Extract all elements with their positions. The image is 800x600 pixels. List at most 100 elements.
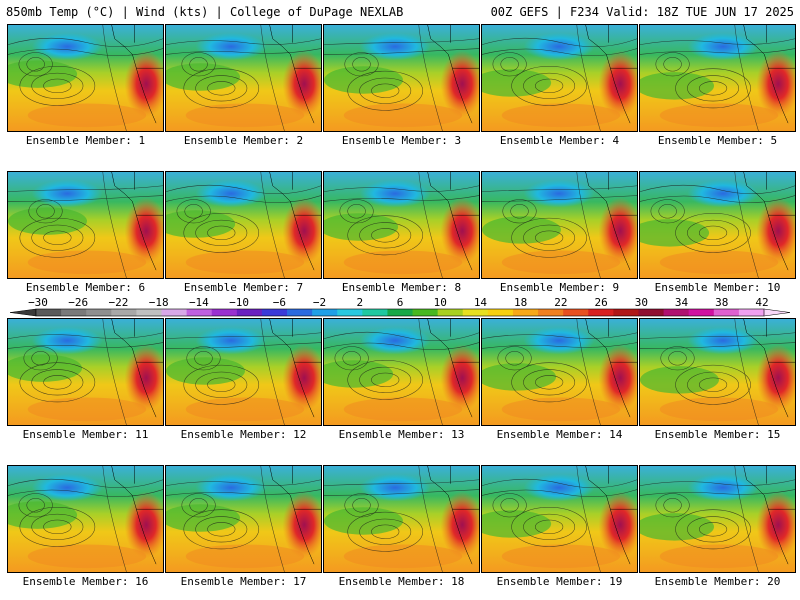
- ensemble-member-map: [639, 24, 796, 132]
- ensemble-member-map: [639, 171, 796, 279]
- ensemble-member-map: [7, 465, 164, 573]
- map-render: [482, 319, 637, 425]
- ensemble-member-map: [323, 171, 480, 279]
- colorbar-swatch: [362, 309, 388, 316]
- colorbar-tick-label: −26: [68, 297, 88, 309]
- colorbar-swatch: [563, 309, 589, 316]
- colorbar-swatch: [211, 309, 238, 316]
- map-render: [324, 319, 479, 425]
- colorbar-swatch: [236, 309, 263, 316]
- colorbar-tick-label: −18: [149, 297, 169, 309]
- ensemble-member-label: Ensemble Member: 12: [180, 428, 307, 441]
- valid-time-title: 00Z GEFS | F234 Valid: 18Z TUE JUN 17 20…: [490, 5, 794, 19]
- temperature-colorbar: −30 −26 −22 −18 −14 −10 −6 −2 2 6 10 14 18 22 26 30 34 38…: [0, 297, 800, 319]
- colorbar-tick-label: 30: [635, 297, 648, 309]
- map-render: [482, 25, 637, 131]
- colorbar-swatch: [186, 309, 213, 316]
- ensemble-member-label: Ensemble Member: 4: [499, 134, 620, 147]
- colorbar-tick-label: −6: [273, 297, 286, 309]
- colorbar-swatch: [36, 309, 62, 316]
- ensemble-member-label: Ensemble Member: 9: [499, 281, 620, 294]
- ensemble-member-map: [7, 318, 164, 426]
- ensemble-member-label: Ensemble Member: 3: [341, 134, 462, 147]
- colorbar-graphic: −30 −26 −22 −18 −14 −10 −6 −2 2 6 10 14 18 22 26 30 34 38…: [9, 297, 791, 317]
- colorbar-swatch: [312, 309, 338, 316]
- colorbar-swatch: [613, 309, 639, 316]
- ensemble-member-map: [323, 24, 480, 132]
- ensemble-member-label: Ensemble Member: 16: [22, 575, 149, 588]
- ensemble-member-label: Ensemble Member: 1: [25, 134, 146, 147]
- map-render: [640, 466, 795, 572]
- ensemble-member-map: [481, 465, 638, 573]
- colorbar-frame: [35, 308, 765, 317]
- ensemble-member-label: Ensemble Member: 17: [180, 575, 307, 588]
- colorbar-min-arrow: [9, 308, 37, 317]
- colorbar-tick-label: −14: [189, 297, 209, 309]
- colorbar-tick-label: 26: [594, 297, 607, 309]
- colorbar-tick-label: −22: [109, 297, 129, 309]
- colorbar-swatch: [663, 309, 690, 316]
- colorbar-tick-label: −30: [28, 297, 48, 309]
- colorbar-swatch: [437, 309, 464, 316]
- ensemble-member-map: [639, 318, 796, 426]
- map-render: [482, 466, 637, 572]
- colorbar-tick-label: 34: [675, 297, 689, 309]
- map-render: [166, 25, 321, 131]
- ensemble-member-map: [165, 318, 322, 426]
- colorbar-swatch: [487, 309, 514, 316]
- ensemble-member-label: Ensemble Member: 20: [654, 575, 781, 588]
- map-render: [166, 466, 321, 572]
- map-render: [482, 172, 637, 278]
- colorbar-swatch: [512, 309, 539, 316]
- colorbar-swatch: [538, 309, 564, 316]
- map-render: [166, 172, 321, 278]
- ensemble-member-label: Ensemble Member: 15: [654, 428, 781, 441]
- colorbar-swatch: [638, 309, 665, 316]
- ensemble-member-label: Ensemble Member: 7: [183, 281, 304, 294]
- ensemble-member-map: [165, 171, 322, 279]
- colorbar-swatch: [337, 309, 363, 316]
- ensemble-member-label: Ensemble Member: 13: [338, 428, 465, 441]
- colorbar-tick-label: 18: [514, 297, 527, 309]
- ensemble-member-label: Ensemble Member: 6: [25, 281, 146, 294]
- colorbar-tick-label: −10: [229, 297, 249, 309]
- ensemble-member-map: [7, 24, 164, 132]
- colorbar-swatch: [287, 309, 313, 316]
- colorbar-tick-label: 2: [356, 297, 363, 309]
- ensemble-member-map: [323, 318, 480, 426]
- map-render: [324, 172, 479, 278]
- colorbar-swatch: [462, 309, 489, 316]
- ensemble-member-label: Ensemble Member: 11: [22, 428, 149, 441]
- ensemble-member-map: [481, 171, 638, 279]
- colorbar-swatch: [738, 309, 765, 316]
- colorbar-tick-label: −2: [313, 297, 326, 309]
- map-render: [8, 25, 163, 131]
- ensemble-member-label: Ensemble Member: 10: [654, 281, 781, 294]
- ensemble-member-map: [481, 318, 638, 426]
- colorbar-tick-label: 22: [554, 297, 567, 309]
- ensemble-member-map: [165, 24, 322, 132]
- map-render: [640, 172, 795, 278]
- product-title: 850mb Temp (°C) | Wind (kts) | College o…: [6, 5, 404, 19]
- colorbar-swatch: [588, 309, 614, 316]
- ensemble-member-label: Ensemble Member: 2: [183, 134, 304, 147]
- map-render: [8, 172, 163, 278]
- colorbar-swatch: [261, 309, 288, 316]
- map-render: [324, 25, 479, 131]
- ensemble-member-map: [165, 465, 322, 573]
- ensemble-member-label: Ensemble Member: 18: [338, 575, 465, 588]
- map-render: [166, 319, 321, 425]
- map-render: [324, 466, 479, 572]
- colorbar-swatch: [688, 309, 715, 316]
- colorbar-swatch: [387, 309, 414, 316]
- colorbar-swatch: [111, 309, 137, 316]
- map-render: [8, 466, 163, 572]
- ensemble-member-label: Ensemble Member: 8: [341, 281, 462, 294]
- colorbar-swatch: [161, 309, 188, 316]
- ensemble-member-map: [7, 171, 164, 279]
- map-render: [8, 319, 163, 425]
- colorbar-swatch: [136, 309, 163, 316]
- ensemble-member-label: Ensemble Member: 14: [496, 428, 623, 441]
- ensemble-member-map: [323, 465, 480, 573]
- map-render: [640, 319, 795, 425]
